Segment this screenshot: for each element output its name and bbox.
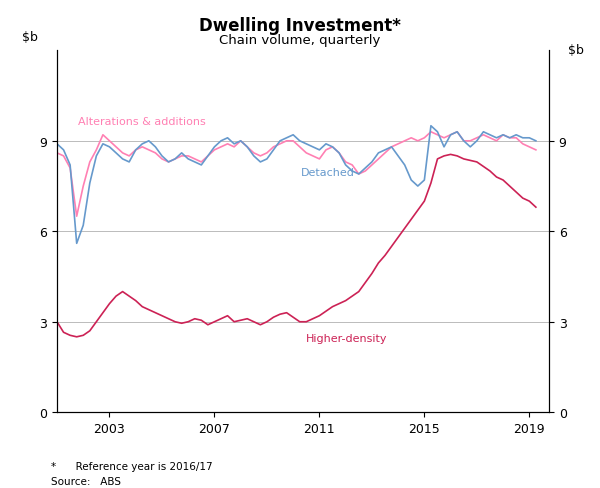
Text: Alterations & additions: Alterations & additions <box>78 117 206 127</box>
Y-axis label: $b: $b <box>22 31 38 44</box>
Text: Detached: Detached <box>301 168 355 178</box>
Text: Dwelling Investment*: Dwelling Investment* <box>199 17 401 35</box>
Text: Chain volume, quarterly: Chain volume, quarterly <box>220 34 380 47</box>
Y-axis label: $b: $b <box>568 44 584 57</box>
Text: Higher-density: Higher-density <box>306 334 388 344</box>
Text: *      Reference year is 2016/17: * Reference year is 2016/17 <box>51 461 212 471</box>
Text: Source:   ABS: Source: ABS <box>51 476 121 486</box>
